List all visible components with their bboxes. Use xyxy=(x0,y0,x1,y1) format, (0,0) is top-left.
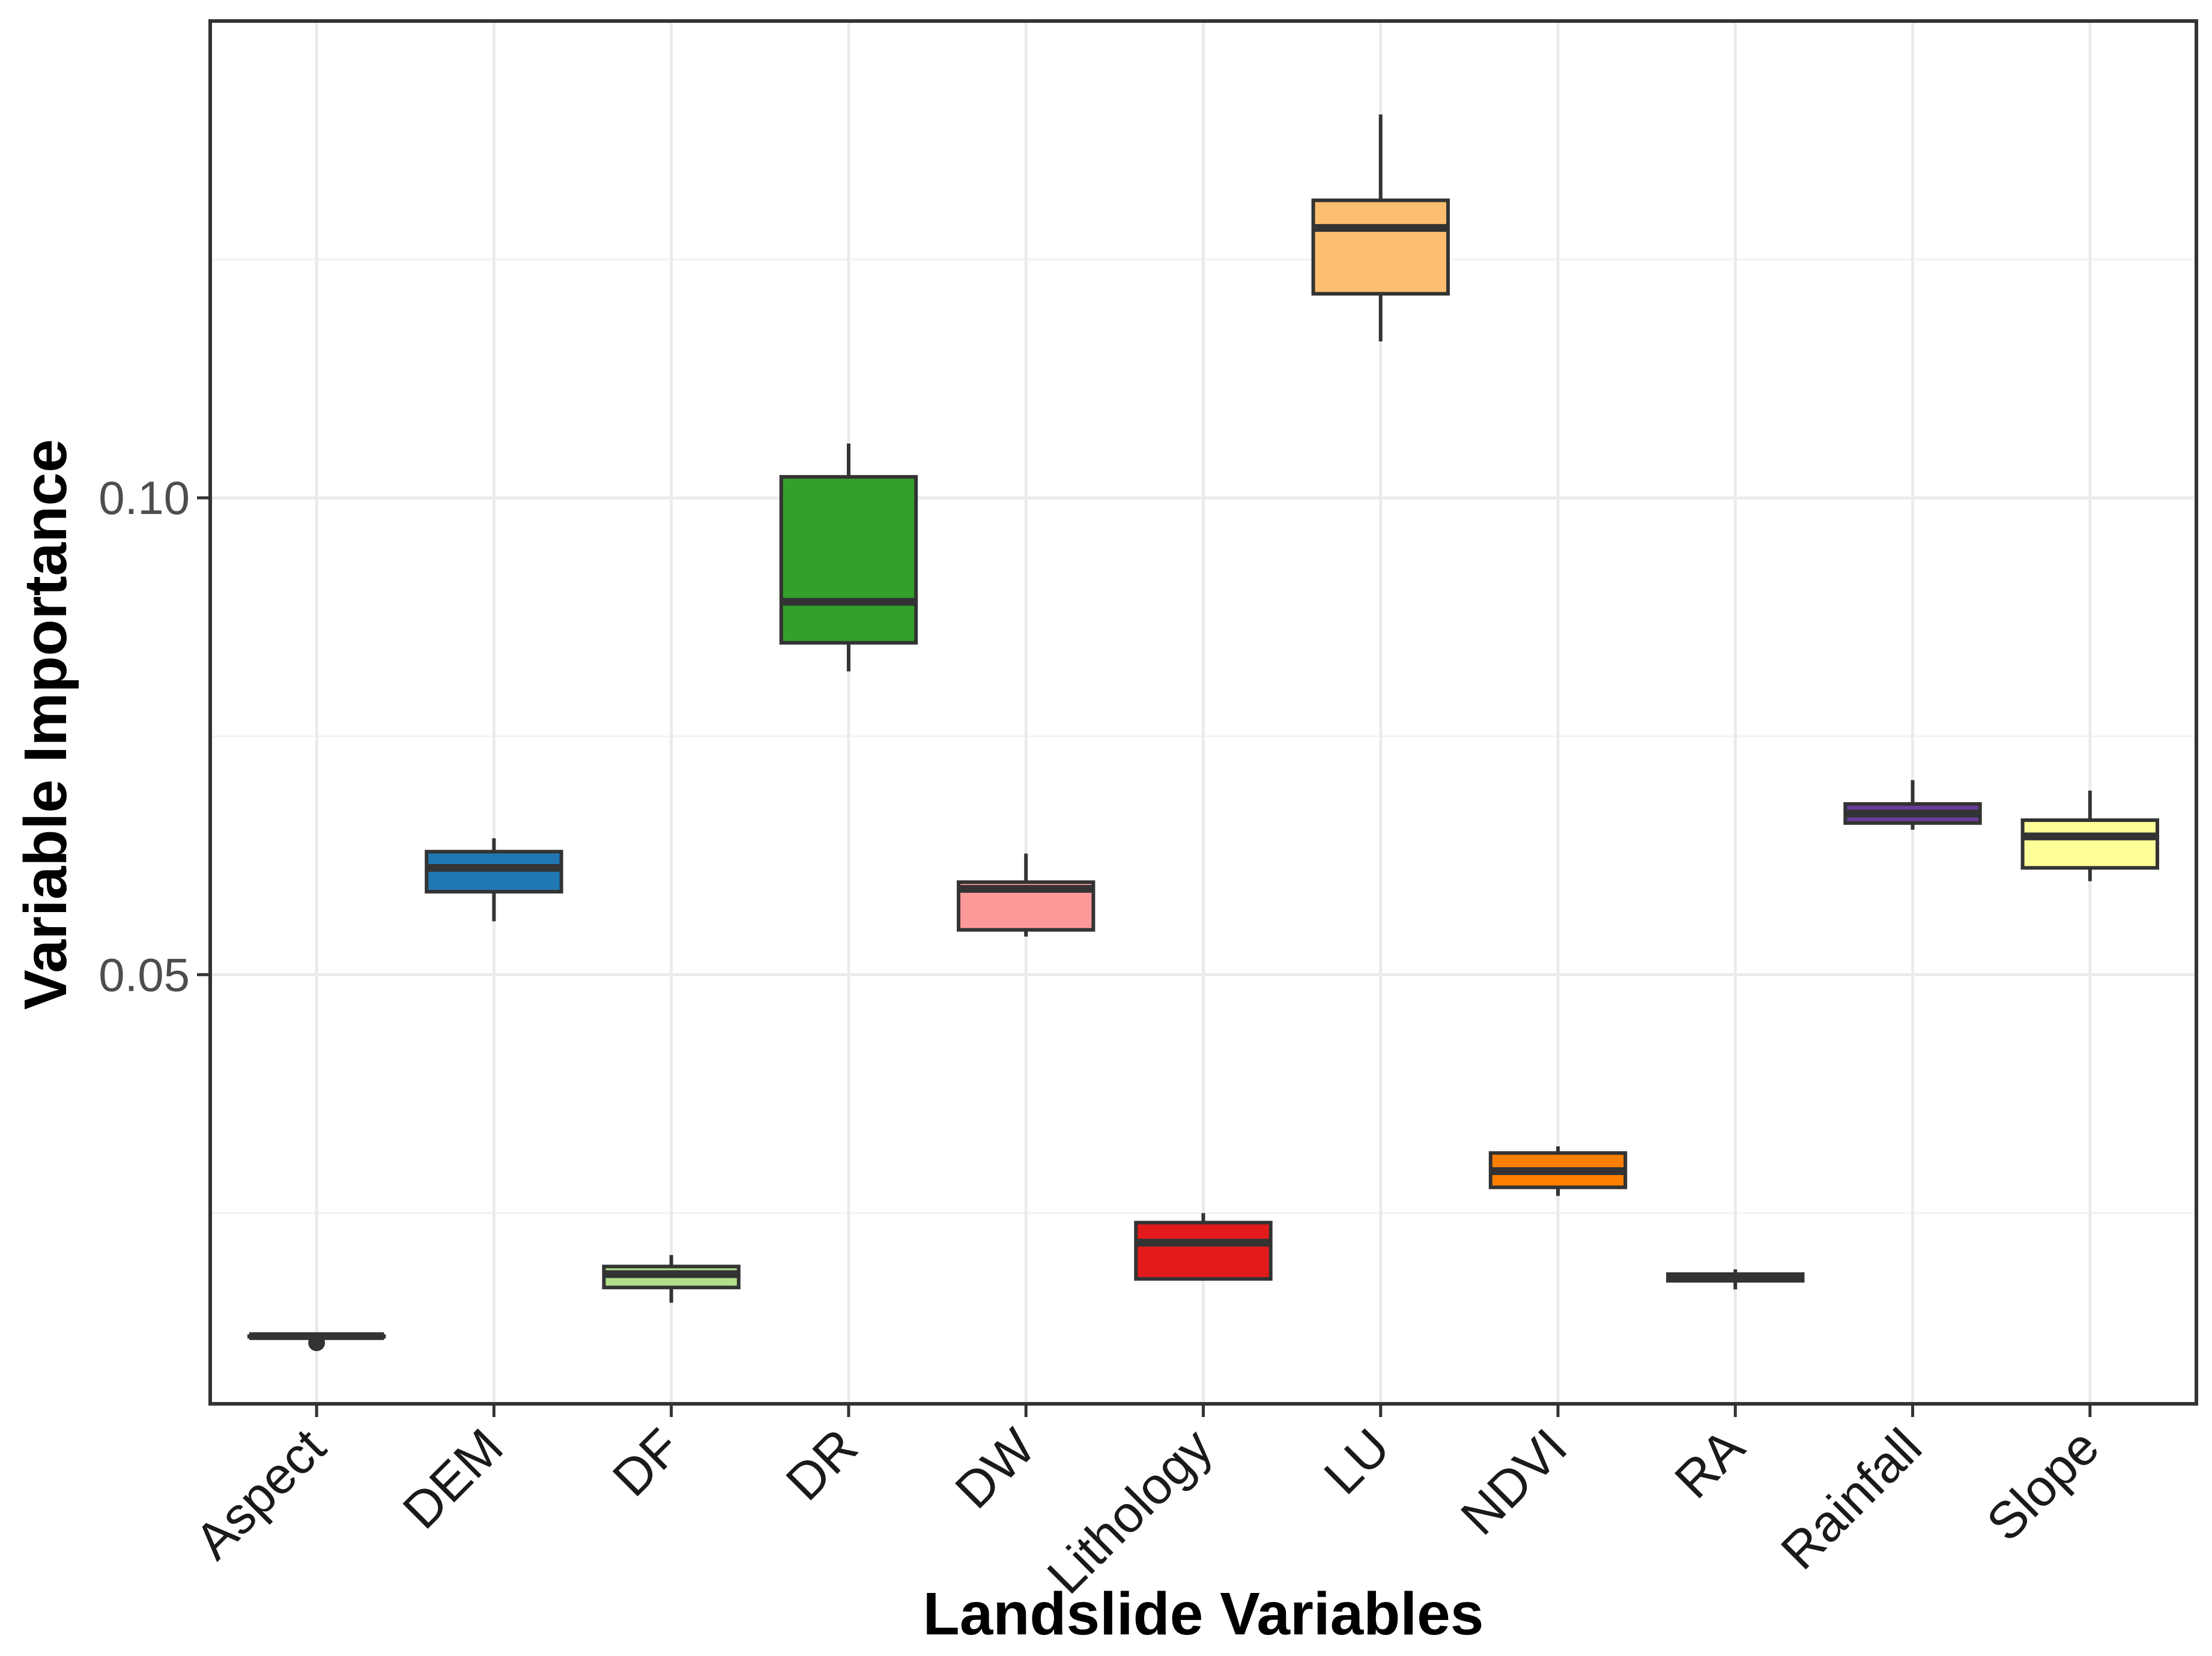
box-body xyxy=(1311,198,1450,296)
y-tick-label: 0.10 xyxy=(98,471,190,524)
box-dw xyxy=(957,853,1095,937)
box-lithology xyxy=(1134,1213,1273,1281)
y-tick-label: 0.05 xyxy=(98,948,190,1001)
x-axis-title: Landslide Variables xyxy=(923,1580,1484,1648)
box-ra xyxy=(1666,1269,1805,1290)
box-dem xyxy=(425,838,563,922)
box-rainfall xyxy=(1843,780,1982,830)
box-aspect xyxy=(247,1332,386,1352)
boxes-layer xyxy=(247,114,2160,1352)
box-body xyxy=(2020,818,2160,870)
box-dr xyxy=(779,443,918,672)
box-ndvi xyxy=(1488,1146,1628,1196)
y-axis-title: Variable Importance xyxy=(12,439,79,1009)
box-df xyxy=(602,1255,741,1303)
box-lu xyxy=(1311,114,1450,342)
box-slope xyxy=(2020,790,2160,881)
box-body xyxy=(779,475,918,645)
box-body xyxy=(1134,1221,1273,1281)
outlier-point xyxy=(308,1334,326,1352)
